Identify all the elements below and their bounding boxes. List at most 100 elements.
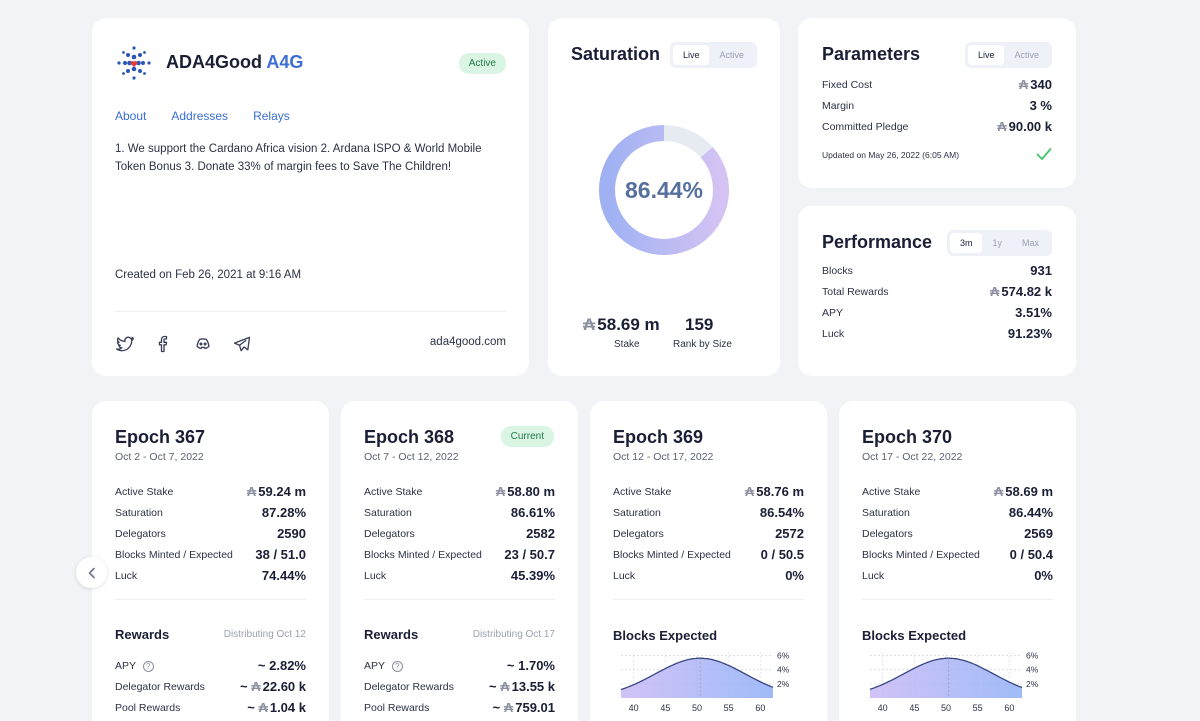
stat-value: 45.39%	[510, 568, 555, 583]
reward-label: Delegator Rewards	[115, 680, 205, 693]
blocks-expected-header: Blocks Expected	[613, 627, 804, 645]
created-date: Created on Feb 26, 2021 at 9:16 AM	[115, 269, 302, 281]
perf-blocks: Blocks 931	[822, 260, 1052, 281]
telegram-icon[interactable]	[232, 334, 252, 354]
stat-value: 2569	[1024, 526, 1053, 541]
divider	[862, 599, 1053, 600]
perf-label: Blocks	[822, 264, 853, 277]
toggle-1y[interactable]: 1y	[992, 238, 1002, 248]
epoch-card: Epoch 370 Oct 17 - Oct 22, 2022 Active S…	[839, 401, 1076, 721]
stat-luck: Luck 45.39%	[364, 565, 555, 586]
ada-symbol: ₳	[500, 679, 510, 694]
reward-delegator: Delegator Rewards ~ ₳ 13.55 k	[364, 679, 555, 694]
divider	[613, 599, 804, 600]
stat-label: Delegators	[115, 527, 166, 540]
saturation-toggle: Live Active	[669, 42, 757, 68]
stat-label: Blocks Minted / Expected	[862, 548, 980, 561]
facebook-icon[interactable]	[154, 334, 174, 354]
perf-luck: Luck 91.23%	[822, 323, 1052, 344]
saturation-percent: 86.44%	[624, 177, 703, 203]
help-icon[interactable]: ?	[142, 660, 154, 672]
stat-delegators: Delegators 2582	[364, 523, 555, 544]
stat-label: Saturation	[364, 506, 412, 519]
ada-symbol: ₳	[583, 315, 596, 334]
param-pledge: Committed Pledge ₳ 90.00 k	[822, 116, 1052, 137]
reward-value: 1.04 k	[269, 700, 306, 715]
param-label: Committed Pledge	[822, 120, 909, 133]
tab-about[interactable]: About	[115, 109, 147, 123]
toggle-active[interactable]: Active	[719, 50, 744, 60]
check-icon	[1036, 148, 1052, 160]
stat-active-stake: Active Stake ₳ 59.24 m	[115, 481, 306, 502]
tab-addresses[interactable]: Addresses	[171, 109, 229, 123]
distributing-date: Distributing Oct 12	[223, 629, 306, 640]
reward-label: APY	[364, 659, 385, 672]
reward-label: Delegator Rewards	[364, 680, 454, 693]
epoch-card: Epoch 367 Oct 2 - Oct 7, 2022 Active Sta…	[92, 401, 329, 721]
stat-label: Active Stake	[115, 485, 174, 498]
y-tick-label: 4%	[1026, 665, 1039, 675]
ada-symbol: ₳	[258, 700, 268, 715]
rank-value: 159	[685, 315, 714, 334]
tab-relays[interactable]: Relays	[253, 109, 290, 123]
saturation-card: Saturation Live Active 86.44% ₳ 58.69 m S…	[548, 18, 780, 376]
pool-card: ADA4Good A4G Active About Addresses Rela…	[92, 18, 529, 376]
distribution-line	[869, 657, 1023, 690]
x-tick-label: 50	[941, 703, 951, 713]
divider	[364, 599, 555, 600]
stat-delegators: Delegators 2572	[613, 523, 804, 544]
performance-rows: Blocks 931 Total Rewards ₳ 574.82 k APY 3.51…	[822, 260, 1052, 344]
social-links	[115, 334, 252, 354]
reward-apy: APY ? ~ 1.70%	[364, 655, 555, 676]
stat-blocks: Blocks Minted / Expected 38 / 51.0	[115, 544, 306, 565]
stat-value: 87.28%	[261, 505, 306, 520]
ada-symbol: ₳	[990, 284, 1000, 299]
discord-icon[interactable]	[193, 334, 213, 354]
toggle-max[interactable]: Max	[1021, 238, 1039, 248]
reward-label: Pool Rewards	[115, 701, 181, 714]
perf-value: 574.82 k	[1001, 284, 1052, 299]
divider	[115, 311, 506, 312]
param-fixed-cost: Fixed Cost ₳ 340	[822, 74, 1052, 95]
stat-luck: Luck 0%	[862, 565, 1053, 586]
reward-delegator: Delegator Rewards ~ ₳ 22.60 k	[115, 679, 306, 694]
updated-text: Updated on May 26, 2022 (6:05 AM)	[822, 150, 960, 160]
epoch-title: Epoch 369	[613, 427, 704, 447]
epoch-card: Epoch 368 Current Oct 7 - Oct 12, 2022 A…	[341, 401, 578, 721]
x-tick-label: 50	[692, 703, 702, 713]
distributing-date: Distributing Oct 17	[472, 629, 555, 640]
stat-delegators: Delegators 2590	[115, 523, 306, 544]
blocks-expected-chart: 6% 4% 2% 40 45 50 55 60	[620, 651, 790, 713]
rewards-header: Rewards Distributing Oct 12	[115, 627, 306, 642]
stat-value: 0%	[1034, 568, 1053, 583]
parameters-toggle: Live Active	[964, 42, 1052, 68]
stat-value: 58.76 m	[756, 484, 804, 499]
stat-label: Delegators	[862, 527, 913, 540]
param-label: Fixed Cost	[822, 78, 873, 91]
toggle-3m[interactable]: 3m	[949, 233, 983, 253]
epoch-dates: Oct 2 - Oct 7, 2022	[115, 451, 204, 463]
twitter-icon[interactable]	[115, 334, 135, 354]
reward-label: Pool Rewards	[364, 701, 430, 714]
previous-epoch-button[interactable]	[76, 557, 107, 588]
chart-title: Blocks Expected	[862, 628, 967, 643]
stat-label: Saturation	[862, 506, 910, 519]
website-link[interactable]: ada4good.com	[429, 336, 506, 348]
toggle-live[interactable]: Live	[967, 45, 1005, 65]
stat-value: 2582	[526, 526, 555, 541]
stat-value: 58.80 m	[507, 484, 555, 499]
help-icon[interactable]: ?	[391, 660, 403, 672]
toggle-live[interactable]: Live	[672, 45, 710, 65]
param-value: 90.00 k	[1008, 119, 1052, 134]
epoch-title: Epoch 368	[364, 427, 455, 447]
stat-label: Delegators	[364, 527, 415, 540]
reward-apy: APY ? ~ 2.82%	[115, 655, 306, 676]
reward-value: 22.60 k	[262, 679, 306, 694]
epoch-stats: Active Stake ₳ 58.76 m Saturation 86.54% De…	[613, 481, 804, 586]
stat-blocks: Blocks Minted / Expected 0 / 50.4	[862, 544, 1053, 565]
toggle-active[interactable]: Active	[1014, 50, 1039, 60]
ada-symbol: ₳	[251, 679, 261, 694]
rewards-rows: APY ? ~ 2.82% Delegator Rewards ~ ₳ 22.60 k…	[115, 655, 306, 718]
parameters-rows: Fixed Cost ₳ 340 Margin 3 % Committed Pledg…	[822, 74, 1052, 137]
stat-label: Luck	[115, 569, 138, 582]
